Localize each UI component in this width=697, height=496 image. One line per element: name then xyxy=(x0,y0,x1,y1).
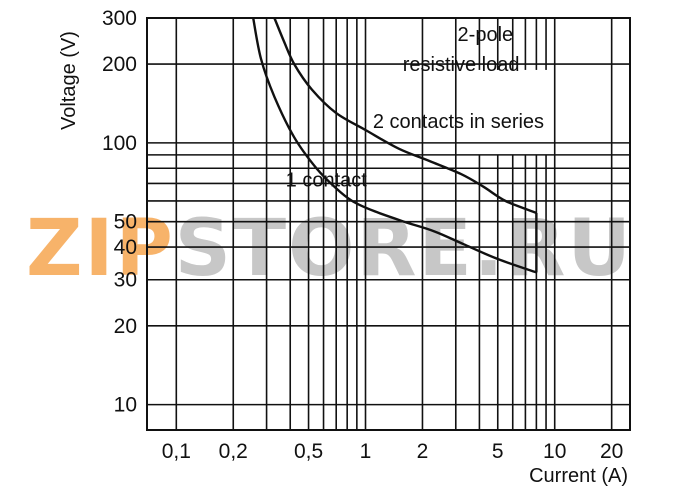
annotation: 2-pole xyxy=(458,24,514,46)
x-tick-label: 20 xyxy=(600,440,623,463)
x-tick-labels: 0,1 0,2 0,5 1 2 5 10 20 xyxy=(162,440,624,463)
curves xyxy=(252,17,538,274)
plot-frame xyxy=(146,17,631,431)
y-tick-label: 10 xyxy=(114,394,137,417)
x-tick-label: 2 xyxy=(417,440,429,463)
x-tick-label: 5 xyxy=(492,440,504,463)
y-tick-label: 200 xyxy=(102,53,137,76)
annotations: 1 contact 2 contacts in series 2-pole resis… xyxy=(286,24,544,192)
x-tick-label: 1 xyxy=(360,440,372,463)
x-tick-label: 10 xyxy=(543,440,566,463)
x-tick-label: 0,2 xyxy=(219,440,248,463)
x-tick-label: 0,1 xyxy=(162,440,191,463)
y-tick-label: 30 xyxy=(114,269,137,292)
annotation: 2 contacts in series xyxy=(373,111,544,133)
y-tick-label: 40 xyxy=(114,236,137,259)
y-tick-label: 20 xyxy=(114,315,137,338)
annotation: 1 contact xyxy=(286,170,368,192)
y-tick-label: 50 xyxy=(114,211,137,234)
y-axis-label: Voltage (V) xyxy=(58,31,80,130)
grid xyxy=(147,18,630,430)
curve-2 xyxy=(273,17,537,215)
y-tick-label: 100 xyxy=(102,132,137,155)
x-tick-label: 0,5 xyxy=(294,440,323,463)
y-tick-label: 300 xyxy=(102,7,137,30)
curve-1 xyxy=(252,17,537,274)
x-axis-label: Current (A) xyxy=(529,465,628,487)
annotation: resistive load xyxy=(403,54,520,76)
